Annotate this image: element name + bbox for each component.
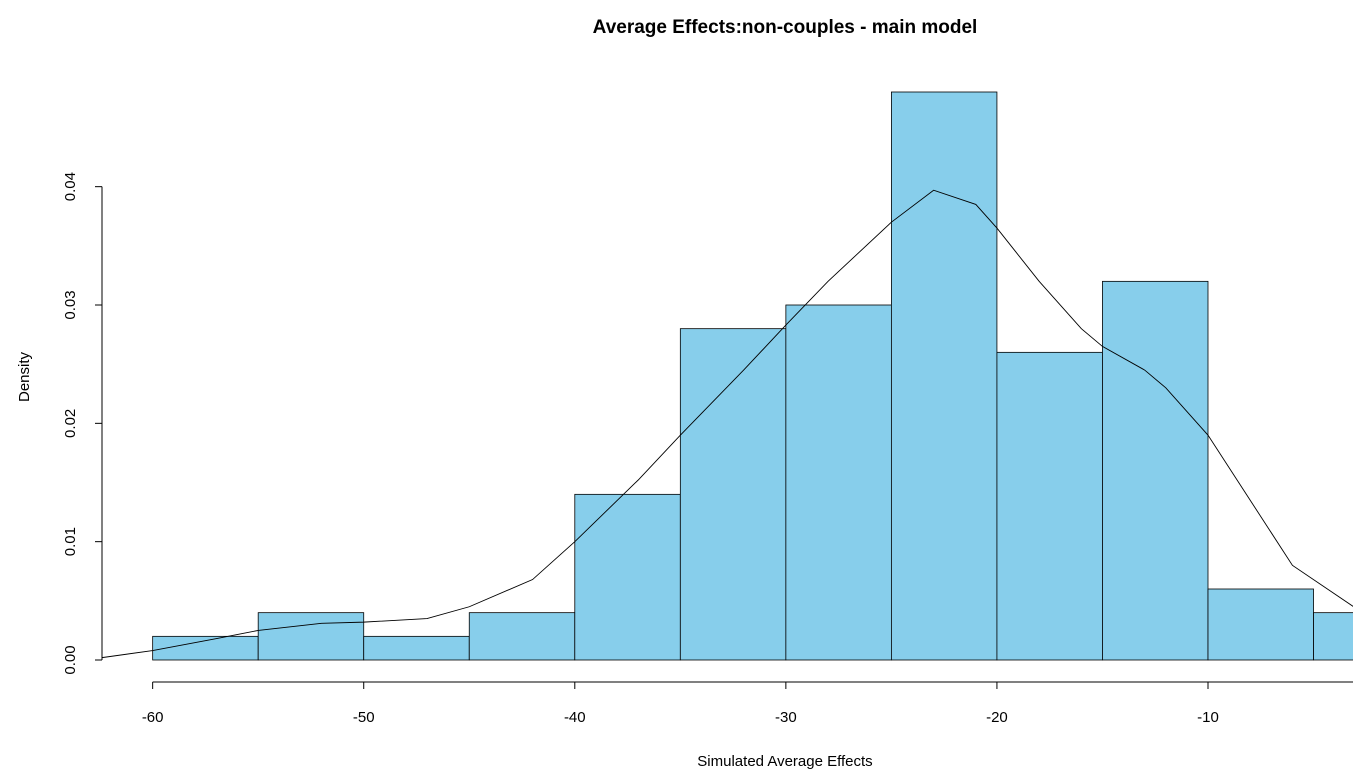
- y-tick-label: 0.01: [62, 527, 79, 556]
- x-tick-label: -30: [775, 709, 797, 726]
- bar: [1102, 280, 1209, 661]
- x-tick-label: -60: [142, 709, 164, 726]
- bar: [257, 612, 365, 661]
- bar: [468, 612, 576, 661]
- bar: [152, 635, 259, 661]
- bar: [574, 493, 681, 661]
- bar: [890, 91, 998, 661]
- bar: [679, 328, 787, 661]
- y-axis-label: Density: [16, 351, 33, 402]
- x-tick-label: -10: [1197, 709, 1219, 726]
- y-tick-label: 0.00: [62, 645, 79, 674]
- bar: [996, 351, 1103, 661]
- density-curve: [101, 189, 1353, 659]
- bar: [785, 304, 892, 661]
- bar: [1207, 588, 1314, 661]
- x-tick-label: -40: [564, 709, 586, 726]
- x-axis-label: Simulated Average Effects: [697, 753, 872, 770]
- y-tick-label: 0.03: [62, 290, 79, 319]
- bar: [1313, 612, 1353, 661]
- chart-title: Average Effects:non-couples - main model: [593, 17, 978, 38]
- bar: [363, 635, 470, 661]
- y-tick-label: 0.02: [62, 409, 79, 438]
- x-tick-label: -20: [986, 709, 1008, 726]
- x-tick-label: -50: [353, 709, 375, 726]
- y-tick-label: 0.04: [62, 172, 79, 201]
